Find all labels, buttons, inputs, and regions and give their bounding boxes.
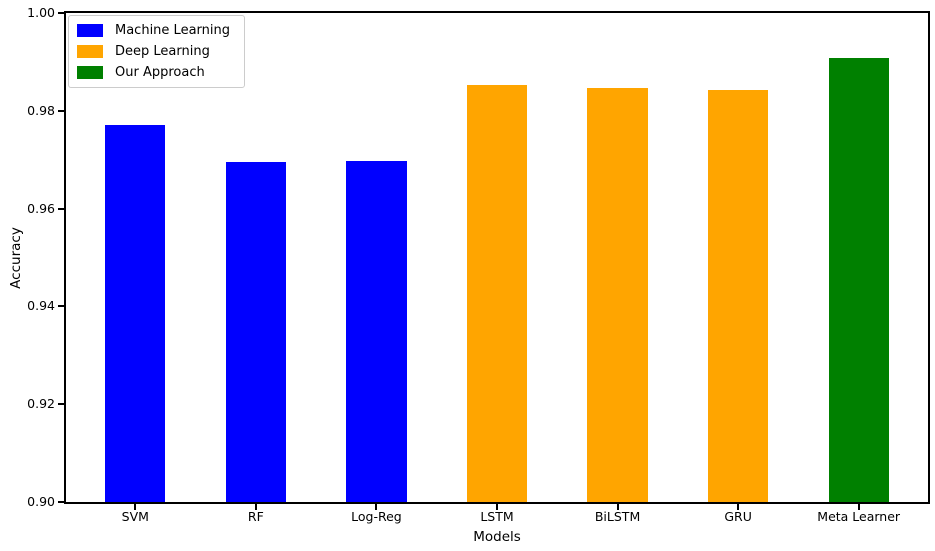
x-tick-label-lstm: LSTM xyxy=(480,509,514,524)
legend-entry: Our Approach xyxy=(77,62,230,83)
legend-color-swatch xyxy=(77,24,103,37)
y-tick-mark xyxy=(58,207,64,210)
x-tick-mark-log-reg xyxy=(375,504,378,510)
legend-color-swatch xyxy=(77,66,103,79)
x-tick-label-gru: GRU xyxy=(724,509,752,524)
legend-color-swatch xyxy=(77,45,103,58)
bar-svm xyxy=(105,125,166,502)
x-tick-mark-gru xyxy=(737,504,740,510)
y-tick-label: 1.00 xyxy=(27,4,55,20)
y-tick-label: 0.92 xyxy=(27,395,55,411)
x-tick-label-meta-learner: Meta Learner xyxy=(817,509,901,524)
y-tick-mark xyxy=(58,501,64,503)
legend-entry-label: Deep Learning xyxy=(115,44,210,59)
x-tick-label-log-reg: Log-Reg xyxy=(351,509,402,524)
legend: Machine Learning Deep Learning Our Approac… xyxy=(68,15,245,88)
legend-entry: Machine Learning xyxy=(77,20,230,41)
bar-bilstm xyxy=(587,87,648,502)
legend-entry: Deep Learning xyxy=(77,41,230,62)
x-tick-mark-rf xyxy=(254,504,257,510)
y-tick-label: 0.90 xyxy=(27,493,55,509)
x-tick-label-svm: SVM xyxy=(121,509,149,524)
y-tick-mark xyxy=(58,12,64,14)
x-tick-mark-meta-learner xyxy=(857,504,860,510)
legend-entry-label: Machine Learning xyxy=(115,23,230,38)
bar-meta-learner xyxy=(828,58,889,502)
y-tick-label: 0.96 xyxy=(27,200,55,216)
y-tick-mark xyxy=(58,109,64,112)
bar-log-reg xyxy=(346,161,407,502)
bar-lstm xyxy=(466,84,528,502)
x-tick-mark-svm xyxy=(134,504,137,510)
x-tick-label-bilstm: BiLSTM xyxy=(594,509,641,524)
y-tick-mark xyxy=(58,305,64,308)
y-tick-label: 0.98 xyxy=(27,102,55,118)
legend-entry-label: Our Approach xyxy=(115,65,205,80)
x-tick-mark-lstm xyxy=(496,504,498,510)
x-tick-label-rf: RF xyxy=(247,509,264,524)
y-axis-label: Accuracy xyxy=(8,227,24,289)
y-tick-label: 0.94 xyxy=(27,298,55,314)
x-axis-label: Models xyxy=(473,529,521,545)
x-tick-mark-bilstm xyxy=(616,504,619,510)
plot-area: SVM RF Log-Reg LSTM BiLSTM GRU Meta Learner 0.9… xyxy=(27,6,930,524)
y-tick-mark xyxy=(58,403,64,406)
bar-rf xyxy=(225,162,286,502)
bar-gru xyxy=(707,89,769,502)
